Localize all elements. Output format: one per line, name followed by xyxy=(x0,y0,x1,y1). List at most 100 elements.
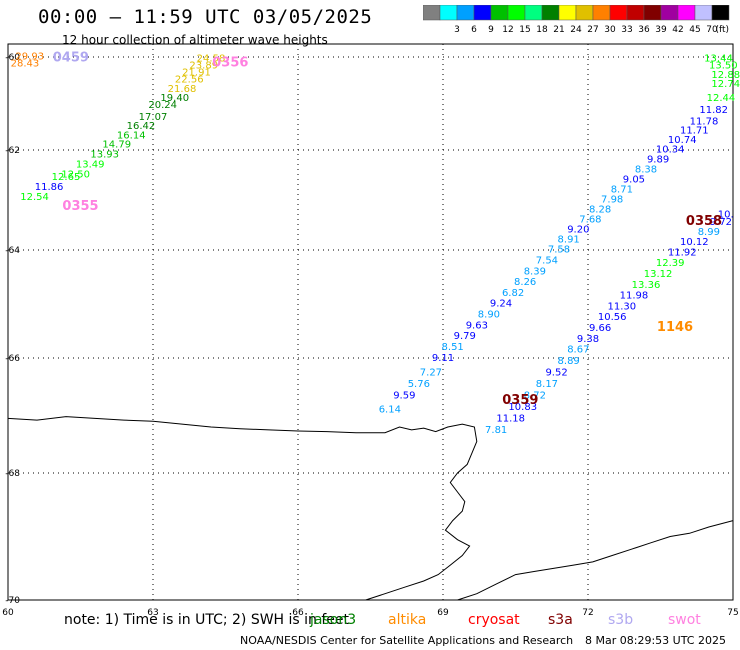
legend-tick-label: 33 xyxy=(621,25,632,35)
wave-height-label: 12.54 xyxy=(20,192,49,203)
wave-height-label: 9.24 xyxy=(490,299,512,310)
wave-height-label: 9.79 xyxy=(454,331,476,342)
wave-height-label: 9.63 xyxy=(466,320,488,331)
legend-tick-label: 6 xyxy=(471,25,477,35)
wave-height-label: 8.51 xyxy=(442,342,464,353)
wave-height-label: 8.26 xyxy=(514,277,536,288)
color-legend: 3 6 9 12 15 18 21 24 27 30 33 36 39 42 45 70(ft) xyxy=(423,5,730,35)
wave-height-label: 10.12 xyxy=(680,237,709,248)
wave-height-label: 12.88 xyxy=(711,70,740,81)
wave-height-label: 13.44 xyxy=(704,54,733,65)
wave-height-label: 11.82 xyxy=(699,105,728,116)
wave-height-label: 19.40 xyxy=(160,93,189,104)
wave-height-label: 7.98 xyxy=(601,195,623,206)
footer-note: note: 1) Time is in UTC; 2) SWH is in fe… xyxy=(64,612,350,628)
wave-height-label: 8.72 xyxy=(524,390,546,401)
wave-height-label: 21.91 xyxy=(182,68,211,79)
wave-height-label: 8.89 xyxy=(558,356,580,367)
wave-height-label: 9.89 xyxy=(647,155,669,166)
wave-height-label: 12.65 xyxy=(52,172,81,183)
generated-timestamp: 8 Mar 08:29:53 UTC 2025 xyxy=(585,634,726,647)
wave-height-label: 11.30 xyxy=(608,301,637,312)
wave-height-label: 12.39 xyxy=(656,258,685,269)
lon-tick-label: 63 xyxy=(147,608,158,618)
wave-height-label: 9.38 xyxy=(577,334,599,345)
wave-height-label: 13.12 xyxy=(644,269,673,280)
wave-height-label: 20.24 xyxy=(148,100,177,111)
wave-height-label: 12.50 xyxy=(61,170,90,181)
legend-tick-label: 15 xyxy=(519,25,530,35)
lon-tick-label: 72 xyxy=(582,608,593,618)
lat-tick-label: -70 xyxy=(5,596,20,606)
wave-height-label: 8.67 xyxy=(567,345,589,356)
wave-height-label: 11.18 xyxy=(496,413,525,424)
wave-height-label: 14.79 xyxy=(102,140,131,151)
legend-tick-label: 12 xyxy=(502,25,513,35)
wave-height-label: 7.68 xyxy=(579,215,601,226)
wave-height-label: 10.56 xyxy=(598,312,627,323)
legend-tick-label: 18 xyxy=(536,25,548,35)
pass-time-label: 0359 xyxy=(502,393,538,408)
wave-height-label: 11.92 xyxy=(668,247,697,258)
wave-height-label: 24.58 xyxy=(197,54,226,65)
lat-tick-label: -66 xyxy=(5,354,20,364)
wave-height-label: 8.39 xyxy=(524,266,546,277)
lon-tick-label: 60 xyxy=(2,608,14,618)
wave-height-label: 13.50 xyxy=(709,61,738,72)
wave-height-label: 16.14 xyxy=(117,130,146,141)
wave-height-label: 13.49 xyxy=(76,160,105,171)
map-frame xyxy=(7,43,734,601)
wave-height-label: 10.34 xyxy=(656,145,685,156)
wave-height-label: 17.07 xyxy=(139,112,168,123)
legend-tick-label: 39 xyxy=(655,25,667,35)
wave-height-label: 9.52 xyxy=(545,367,567,378)
wave-height-label: 9.59 xyxy=(393,390,415,401)
pass-time-label: 0356 xyxy=(212,55,248,70)
legend-tick-label: 42 xyxy=(672,25,683,35)
antarctic-coastline-east xyxy=(457,520,734,601)
lon-tick-label: 75 xyxy=(727,608,738,618)
wave-height-label: 11.78 xyxy=(690,116,719,127)
wave-height-label: 8.91 xyxy=(558,235,580,246)
legend-tick-label: 27 xyxy=(587,25,598,35)
legend-unit: (ft) xyxy=(715,25,729,35)
wave-height-label: 13.36 xyxy=(632,280,661,291)
satellite-label-s3b: s3b xyxy=(608,612,634,628)
wave-height-label: 8.17 xyxy=(536,379,558,390)
wave-height-label: 9.20 xyxy=(567,225,589,236)
wave-height-label: 8.90 xyxy=(478,310,500,321)
satellite-label-swot: swot xyxy=(668,612,701,628)
pass-time-label: 0355 xyxy=(62,199,98,214)
wave-height-label: 16.42 xyxy=(127,121,156,132)
map-title: 00:00 – 11:59 UTC 03/05/2025 xyxy=(38,6,373,28)
wave-height-label: 12.44 xyxy=(707,93,736,104)
legend-tick-label: 45 xyxy=(689,25,700,35)
wave-height-label: 23.89 xyxy=(189,61,218,72)
wave-height-label: 7.81 xyxy=(485,425,507,436)
wave-height-label: 5.76 xyxy=(408,379,430,390)
antarctic-coastline xyxy=(7,416,478,601)
lon-tick-label: 66 xyxy=(292,608,304,618)
wave-height-label: 8.38 xyxy=(635,165,657,176)
wave-height-label: 12.74 xyxy=(711,79,740,90)
wave-height-label: 21.68 xyxy=(168,84,197,95)
legend-tick-label: 24 xyxy=(570,25,582,35)
wave-height-label: 9.11 xyxy=(432,353,454,364)
legend-tick-label: 70 xyxy=(706,25,718,35)
lon-tick-label: 69 xyxy=(437,608,449,618)
wave-height-label: 7.54 xyxy=(536,256,558,267)
satellite-label-jason3: jason3 xyxy=(310,612,357,628)
lat-tick-label: -68 xyxy=(5,469,20,479)
wave-height-label: 10.83 xyxy=(508,402,537,413)
wave-height-label: 11.71 xyxy=(680,126,709,137)
wave-height-label: 9.72 xyxy=(710,217,732,228)
lat-tick-label: -60 xyxy=(5,53,20,63)
wave-height-label: 8.28 xyxy=(589,205,611,216)
wave-height-label: 7.58 xyxy=(548,245,570,256)
wave-height-label: 22.56 xyxy=(175,75,204,86)
legend-tick-label: 30 xyxy=(604,25,616,35)
wave-height-label: 8.71 xyxy=(611,185,633,196)
lat-tick-label: -64 xyxy=(5,246,20,256)
lat-tick-label: -62 xyxy=(5,146,20,156)
